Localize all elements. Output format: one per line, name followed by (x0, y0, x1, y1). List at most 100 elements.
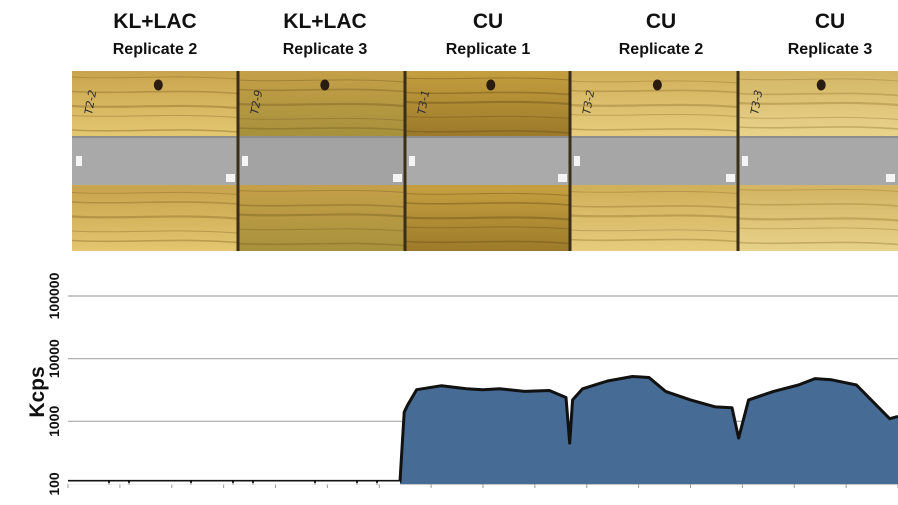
wood-grain (404, 115, 571, 119)
wood-grain (569, 214, 739, 219)
wood-grain (237, 242, 406, 247)
panel-divider (403, 71, 407, 251)
wood-grain (237, 228, 406, 232)
knot-mark (816, 79, 826, 91)
wood-grain (404, 130, 571, 134)
wood-grain (569, 113, 739, 117)
xray-spot (226, 174, 235, 182)
wood-grain (404, 91, 571, 96)
wood-grain (72, 239, 239, 244)
wood-grain (737, 78, 898, 82)
wood-grain (237, 213, 406, 218)
wood-grain (737, 101, 898, 107)
wood-grain (737, 116, 898, 120)
panel-replicate-label: Replicate 3 (282, 41, 368, 58)
wood-grain (237, 102, 406, 108)
wood-grain (737, 188, 898, 192)
wood-grain (72, 129, 239, 133)
wood-grain (404, 192, 571, 196)
wood-grain (404, 216, 571, 221)
wood-grain (404, 226, 571, 230)
panel-header-1: KL+LAC Replicate 2 (75, 0, 235, 60)
y-tick-label: 100000 (46, 272, 62, 319)
panel-treatment-label: CU (472, 10, 504, 33)
wood-grain (569, 238, 739, 243)
panel-divider (736, 71, 740, 251)
y-axis-tick-labels: 100 1000 10000 100000 (46, 272, 62, 495)
xray-spot (886, 174, 895, 182)
wood-sample-1: T2-2 (72, 71, 239, 251)
panel-divider (236, 71, 240, 251)
panel-replicate-label: Replicate 3 (787, 41, 873, 58)
sample-handwritten-label: T2-9 (248, 89, 265, 116)
wood-grain (404, 240, 571, 245)
wood-grain (72, 230, 239, 234)
wood-grain (237, 79, 406, 83)
xray-spot (242, 156, 248, 166)
xray-band (738, 136, 898, 185)
xray-band-edge (570, 136, 738, 138)
y-tick-label: 1000 (46, 406, 62, 437)
wood-grain (72, 76, 239, 80)
xray-spot (409, 156, 415, 166)
y-tick-label: 100 (46, 472, 62, 496)
wood-sample-photo-strip: T2-2 T2-9 T3-1 T3-2 T3-3 (72, 71, 898, 251)
knot-mark (486, 79, 496, 91)
xrf-intensity-chart: 100 1000 10000 100000 Kcps (26, 272, 898, 496)
panel-treatment-label: KL+LAC (113, 10, 197, 33)
xray-spot (574, 156, 580, 166)
wood-grain (404, 100, 571, 106)
knot-mark (320, 79, 330, 91)
panel-header-4: CU Replicate 2 (581, 0, 741, 60)
panel-header-2: KL+LAC Replicate 3 (245, 0, 405, 60)
sample-handwritten-label: T2-2 (82, 89, 99, 116)
y-axis-title: Kcps (26, 366, 49, 417)
sample-handwritten-label: T3-2 (580, 89, 597, 116)
wood-sample-4: T3-2 (568, 71, 739, 251)
wood-grain (569, 190, 739, 194)
panel-divider (568, 71, 572, 251)
wood-grain (237, 127, 406, 131)
wood-grain (737, 92, 898, 97)
panel-replicate-label: Replicate 2 (112, 41, 198, 58)
wood-sample-5: T3-3 (736, 71, 898, 251)
panel-treatment-label: CU (645, 10, 677, 33)
wood-grain (72, 201, 239, 205)
xray-band (72, 136, 238, 185)
panel-header-5: CU Replicate 3 (750, 0, 898, 60)
wood-grain (237, 189, 406, 193)
panel-treatment-label: KL+LAC (283, 10, 367, 33)
y-tick-label: 10000 (46, 339, 62, 378)
xray-spot (726, 174, 735, 182)
intensity-area (400, 376, 898, 484)
wood-grain (569, 80, 739, 84)
xray-band (405, 136, 570, 185)
wood-grain (569, 229, 739, 233)
knot-mark (652, 79, 662, 91)
wood-grain (737, 241, 898, 246)
panel-treatment-label: CU (814, 10, 846, 33)
intensity-outline (68, 375, 898, 483)
wood-grain (237, 117, 406, 121)
wood-grain (72, 191, 239, 195)
xray-band (570, 136, 738, 185)
wood-grain (237, 88, 406, 93)
panel-replicate-label: Replicate 2 (618, 41, 704, 58)
wood-grain (72, 104, 239, 110)
xray-band-edge (405, 136, 570, 138)
panel-header-3: CU Replicate 1 (408, 0, 568, 60)
wood-grain (737, 203, 898, 207)
xray-spot (558, 174, 567, 182)
knot-mark (153, 79, 163, 91)
wood-grain (737, 227, 898, 231)
sample-handwritten-label: T3-1 (415, 89, 432, 116)
wood-grain (72, 114, 239, 118)
xray-spot (76, 156, 82, 166)
sample-handwritten-label: T3-3 (748, 89, 765, 116)
xray-band-edge (72, 136, 238, 138)
wood-grain (404, 202, 571, 206)
xray-band (238, 136, 405, 185)
x-axis-minor-ticks (67, 484, 898, 488)
xray-spot (742, 156, 748, 166)
xray-band-edge (238, 136, 405, 138)
